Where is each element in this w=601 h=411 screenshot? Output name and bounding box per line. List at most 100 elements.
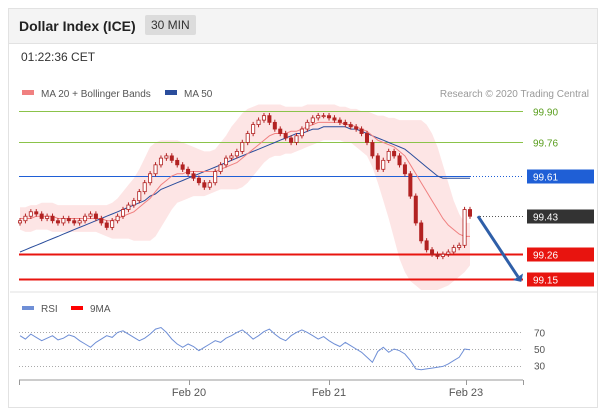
x-tick-label: Feb 23 (449, 387, 483, 399)
support-price-label: 99.26 (533, 251, 558, 262)
candle-body (408, 173, 413, 197)
candle-body (50, 215, 55, 222)
x-axis: Feb 20 Feb 21 Feb 23 (19, 380, 524, 399)
candle-body (261, 115, 266, 121)
candle-body (332, 117, 337, 121)
x-tick-label: Feb 20 (172, 387, 206, 399)
candle-body (467, 209, 473, 217)
candle-body (430, 249, 435, 255)
candle-body (164, 155, 169, 159)
candle-body (364, 133, 369, 143)
rsi-legend-swatch (22, 306, 34, 310)
support-price-box (527, 272, 594, 287)
rsi-tick-label: 30 (534, 362, 546, 373)
candle-body (359, 128, 364, 134)
resistance-label: 99.90 (533, 108, 558, 119)
chart-header: Dollar Index (ICE) 30 MIN (9, 9, 597, 44)
candle-body (110, 220, 115, 228)
candle-body (245, 133, 250, 143)
candle-body (66, 218, 71, 222)
candle-body (121, 209, 126, 217)
rsi-legend-label: RSI (41, 304, 58, 315)
candle-body (419, 222, 424, 242)
rsi-tick-label: 50 (534, 345, 546, 356)
pivot-price-box (527, 169, 594, 184)
candle-body (55, 220, 60, 224)
candle-body (451, 247, 456, 253)
candle-body (126, 204, 131, 210)
candle-body (370, 142, 375, 157)
candle-body (180, 164, 185, 170)
candle-body (289, 137, 294, 143)
candle-body (158, 157, 163, 166)
candle-body (45, 215, 50, 219)
candle-body (142, 182, 147, 193)
candle-body (381, 159, 386, 170)
candle-body (462, 209, 467, 246)
candle-body (229, 155, 234, 159)
candle-body (213, 171, 218, 184)
bb-legend-label: MA 20 + Bollinger Bands (41, 89, 151, 100)
timeframe-badge[interactable]: 30 MIN (145, 15, 196, 35)
forecast-arrow-shaft (476, 215, 520, 278)
candle-body (316, 115, 321, 119)
candle-body (202, 182, 207, 188)
candle-body (392, 151, 397, 157)
candle-body (77, 220, 82, 224)
candle-body (272, 121, 277, 130)
candle-body (23, 215, 28, 222)
ma50-line (19, 126, 470, 253)
candle-body (413, 195, 418, 224)
candle-body (88, 213, 93, 217)
ma50-legend-label: MA 50 (184, 89, 213, 100)
candle-body (435, 253, 440, 257)
x-tick-label: Feb 21 (312, 387, 346, 399)
candle-body (446, 251, 451, 255)
candle-body (115, 215, 120, 222)
forecast-arrow-head (512, 273, 524, 282)
candle-body (148, 173, 153, 184)
candle-body (104, 222, 109, 228)
candle-body (321, 115, 326, 118)
support-price-label: 99.15 (533, 276, 558, 287)
candle-body (99, 218, 104, 224)
candle-body (39, 213, 44, 219)
rsi-tick-label: 70 (534, 328, 546, 339)
timestamp: 01:22:36 CET (21, 50, 96, 64)
candle-body (327, 115, 332, 119)
bb-legend-swatch (22, 90, 34, 95)
candle-body (397, 155, 402, 166)
candle-body (294, 135, 299, 143)
current-price-box (527, 209, 594, 224)
rsi-ma-legend-swatch (71, 306, 83, 310)
candle-body (196, 177, 201, 184)
candle-body (61, 218, 66, 224)
current-price-label: 99.43 (533, 213, 558, 224)
candle-body (424, 240, 429, 251)
candle-body (457, 244, 462, 248)
candle-body (28, 211, 33, 217)
candle-body (191, 173, 196, 179)
candle-body (83, 215, 88, 222)
price-chart: 99.90 99.76 99.61 99.43 99.26 99.15 (17, 104, 594, 290)
credit-text: Research © 2020 Trading Central (440, 89, 589, 100)
candle-body (251, 124, 256, 134)
candle-body (186, 168, 191, 175)
rsi-ma-legend-label: 9MA (90, 304, 111, 315)
candle-body (343, 121, 348, 125)
pivot-price-label: 99.61 (533, 173, 558, 184)
candle-body (402, 164, 407, 175)
bollinger-band (20, 104, 470, 290)
resistance-label: 99.76 (533, 139, 558, 150)
candle-body (299, 128, 304, 137)
candle-body (224, 157, 229, 166)
candle-body (267, 115, 272, 123)
candle-body (337, 119, 342, 123)
candle-body (375, 155, 380, 170)
candle-body (305, 121, 310, 130)
rsi-chart: 70 50 30 (19, 326, 546, 373)
candle-body (354, 126, 359, 130)
candle-body (175, 159, 180, 166)
candle-body (137, 191, 142, 201)
support-price-box (527, 247, 594, 262)
